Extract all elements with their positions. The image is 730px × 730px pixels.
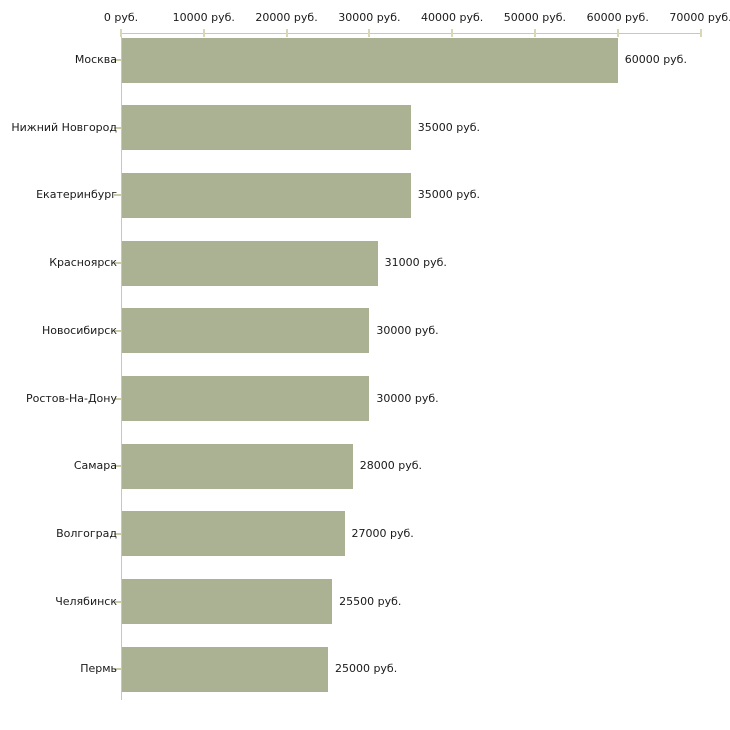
bar [122, 105, 411, 151]
y-axis-tick [114, 668, 121, 671]
bar [122, 308, 370, 354]
x-axis-line [121, 33, 702, 34]
bar-value-label: 25500 руб. [339, 594, 402, 608]
category-label: Самара [73, 459, 117, 473]
x-axis-tick-label: 10000 руб. [172, 11, 235, 24]
x-axis-tick [451, 29, 454, 37]
x-axis-tick [285, 29, 288, 37]
bar [122, 579, 333, 625]
category-label: Пермь [80, 662, 117, 676]
x-axis-tick-label: 60000 руб. [586, 11, 649, 24]
bar-value-label: 30000 руб. [376, 323, 439, 337]
x-axis-tick-label: 30000 руб. [338, 11, 401, 24]
bar-value-label: 35000 руб. [417, 188, 481, 202]
x-axis-tick [533, 29, 536, 37]
x-axis-tick-label: 20000 руб. [255, 11, 318, 24]
category-label: Екатеринбург [36, 188, 117, 202]
y-axis-tick [114, 329, 121, 332]
x-axis-tick [616, 29, 619, 37]
x-axis-tick [202, 29, 205, 37]
category-label: Новосибирск [41, 323, 117, 337]
category-label: Челябинск [55, 594, 117, 608]
bar-value-label: 31000 руб. [384, 256, 447, 270]
x-axis-tick-label: 0 руб. [103, 11, 139, 24]
bar [122, 37, 618, 83]
x-axis-tick [120, 29, 122, 37]
y-axis-line [121, 33, 122, 700]
category-label: Волгоград [56, 526, 117, 540]
bar [122, 240, 378, 286]
bar [122, 172, 411, 218]
bar-value-label: 27000 руб. [351, 526, 414, 540]
bar [122, 646, 328, 692]
bar [122, 443, 353, 489]
y-axis-tick [114, 397, 121, 400]
y-axis-tick [114, 262, 121, 265]
y-axis-tick [114, 532, 121, 535]
y-axis-tick [114, 126, 121, 129]
x-axis-tick-label: 70000 руб. [669, 11, 730, 24]
y-axis-tick [114, 465, 121, 468]
category-label: Ростов-На-Дону [25, 391, 117, 405]
bar [122, 376, 370, 421]
category-label: Красноярск [49, 256, 117, 270]
x-axis-tick [368, 29, 371, 37]
category-label: Москва [74, 53, 117, 66]
bar-value-label: 60000 руб. [624, 53, 687, 66]
category-label: Нижний Новгород [11, 120, 117, 134]
bar-value-label: 35000 руб. [417, 120, 481, 134]
y-axis-tick [114, 59, 121, 61]
bar-value-label: 30000 руб. [376, 391, 439, 405]
bar [122, 511, 345, 557]
bar-value-label: 25000 руб. [334, 662, 398, 676]
x-axis-tick-label: 40000 руб. [421, 11, 484, 24]
y-axis-tick [114, 600, 121, 603]
x-axis-tick [699, 29, 702, 37]
y-axis-tick [114, 194, 121, 197]
x-axis-tick-label: 50000 руб. [503, 11, 567, 24]
bar-value-label: 28000 руб. [359, 459, 423, 473]
